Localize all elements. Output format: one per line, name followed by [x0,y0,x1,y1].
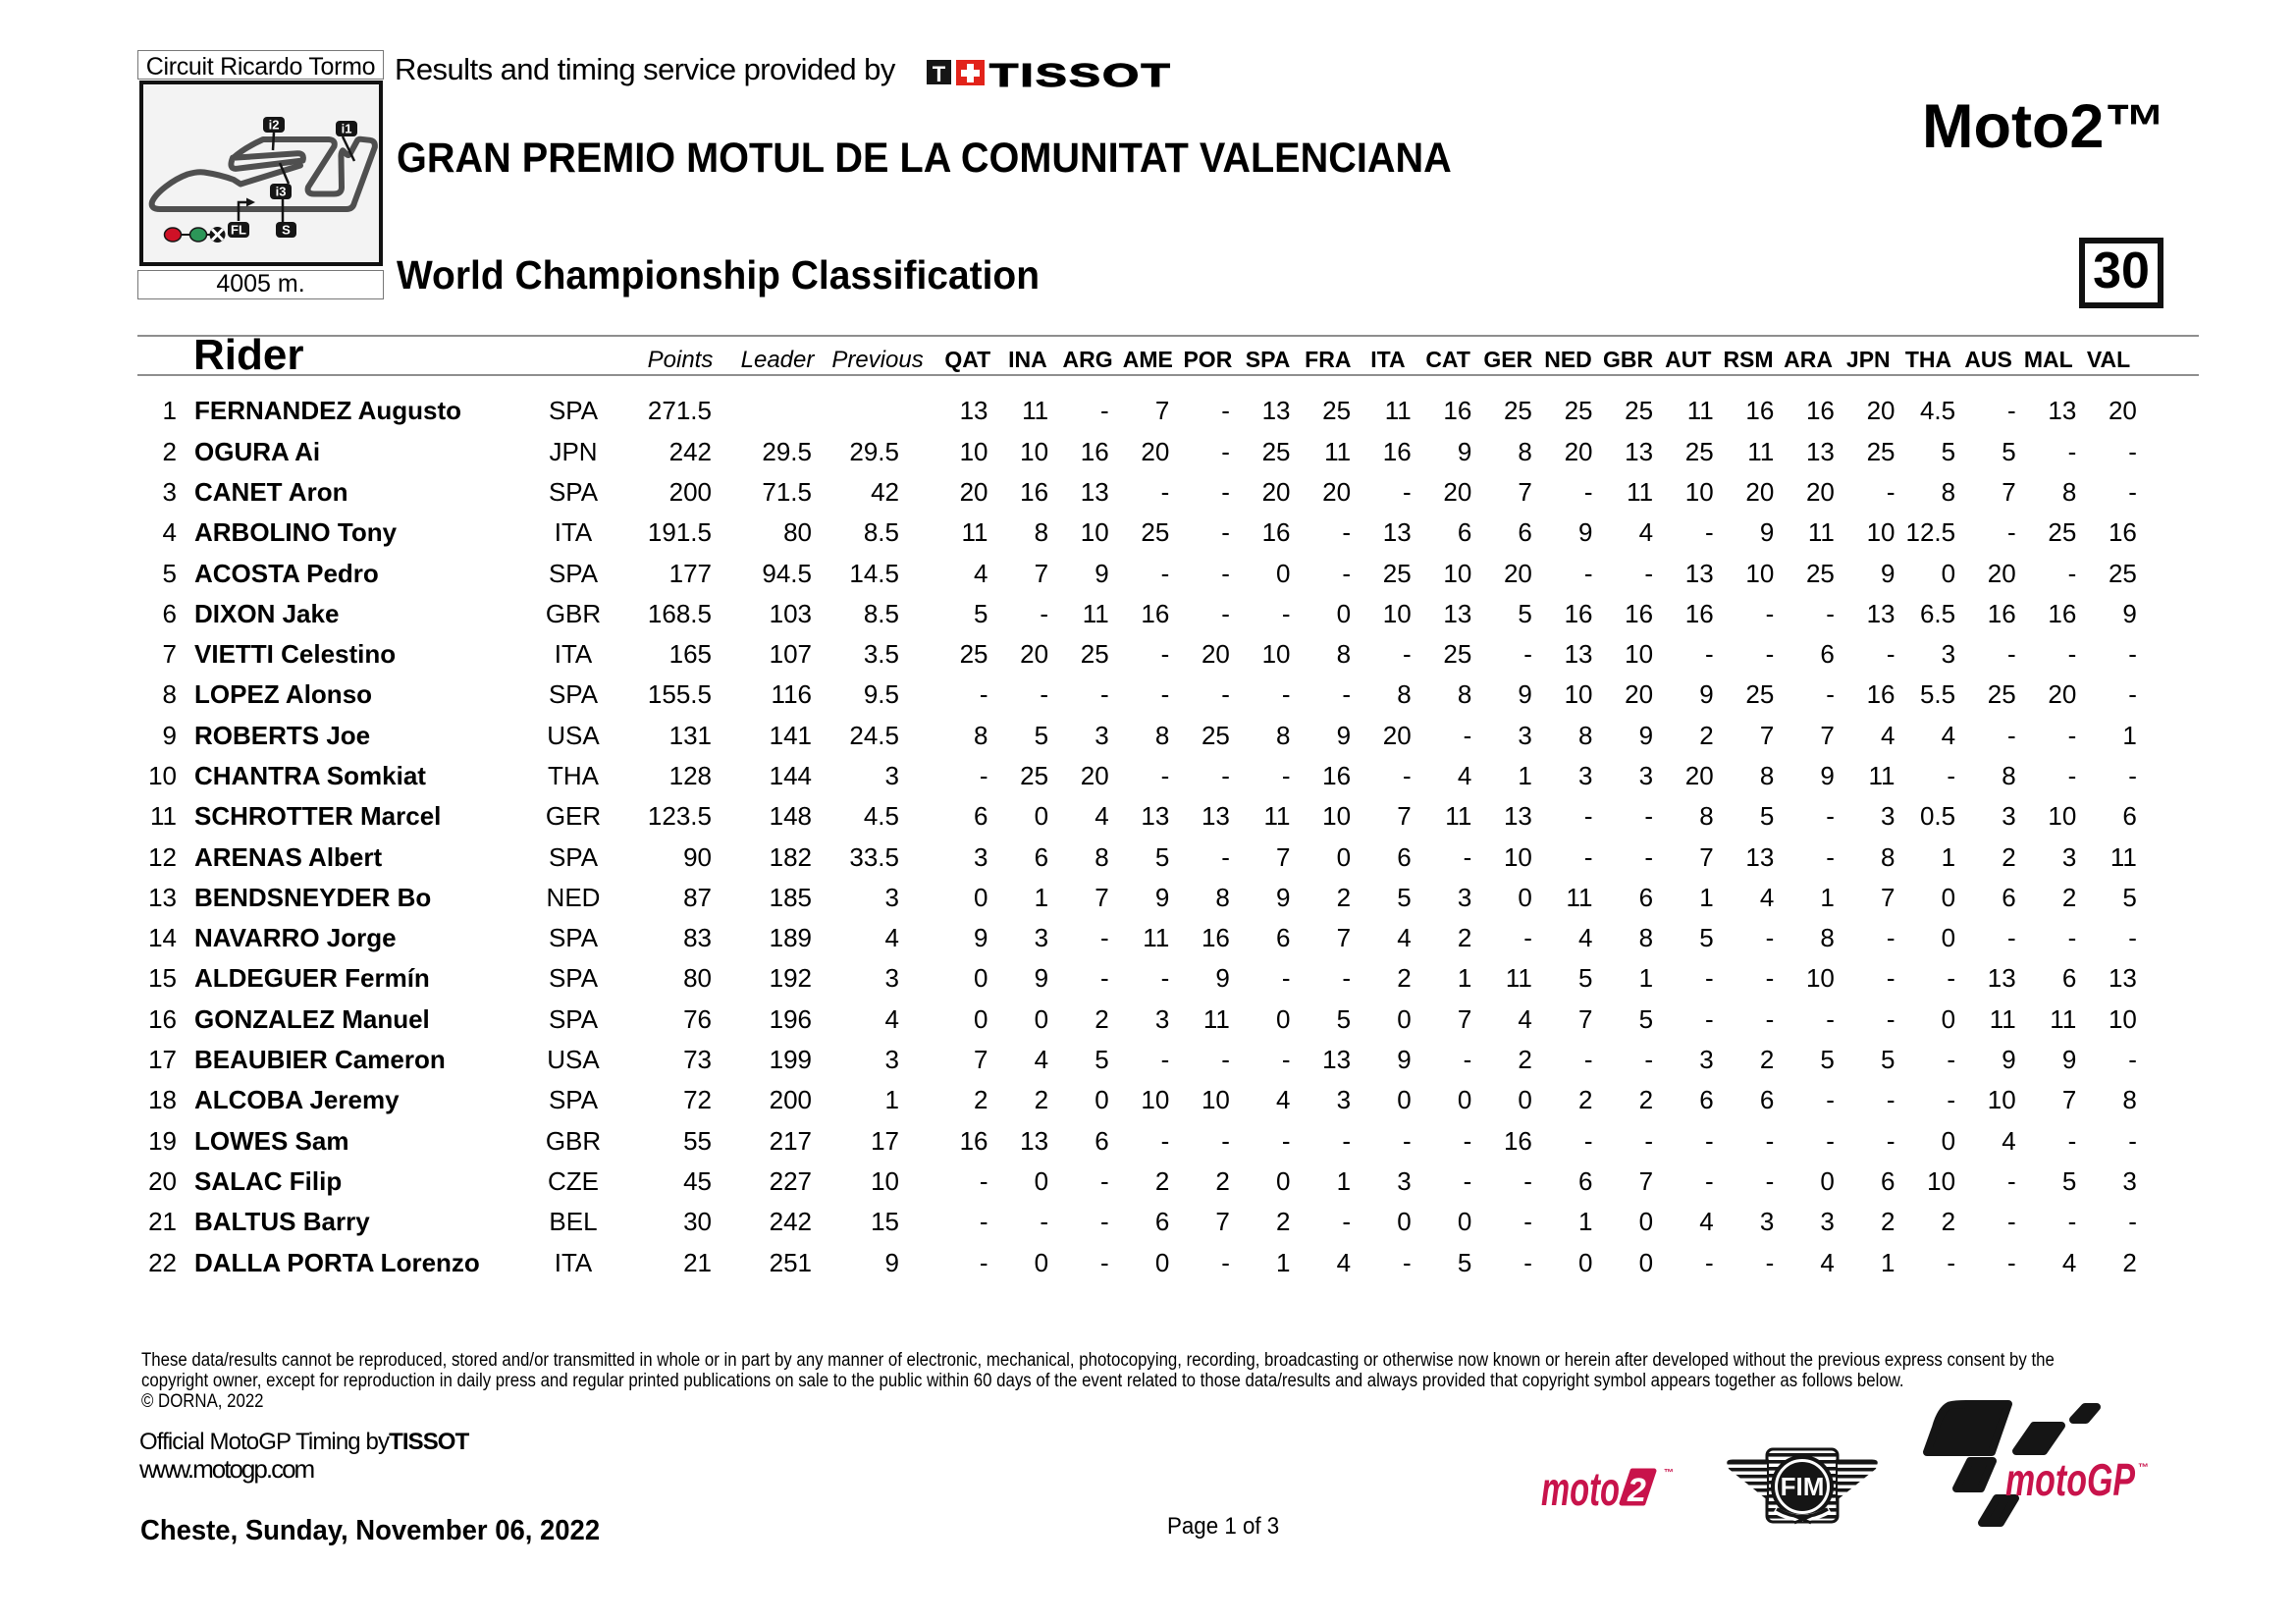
svg-text:i2: i2 [269,118,280,133]
svg-text:FIM: FIM [1781,1472,1825,1501]
svg-text:motoGP: motoGP [2005,1454,2135,1505]
svg-text:2: 2 [1627,1472,1646,1509]
svg-text:i1: i1 [342,122,352,136]
svg-text:i3: i3 [276,185,287,199]
svg-text:™: ™ [2138,1462,2149,1474]
svg-text:moto: moto [1541,1464,1620,1512]
svg-text:™: ™ [1664,1468,1674,1479]
svg-text:S: S [282,223,291,238]
svg-text:FL: FL [231,223,246,238]
